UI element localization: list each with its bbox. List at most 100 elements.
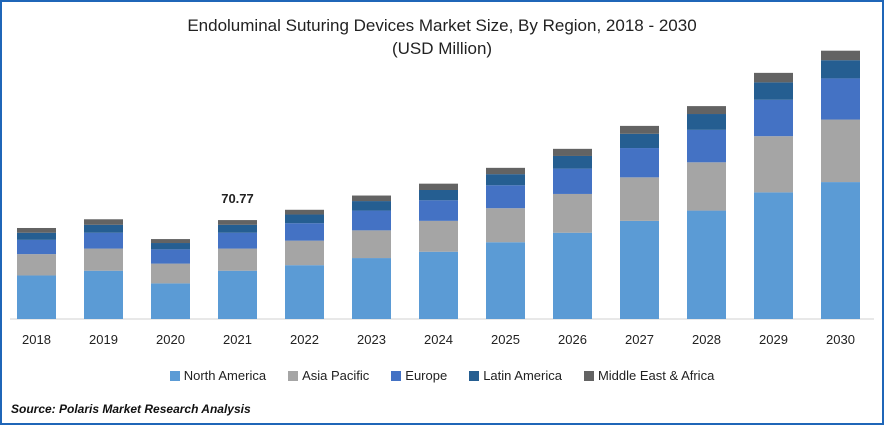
x-tick-label: 2019: [89, 332, 118, 347]
legend-swatch: [288, 370, 299, 381]
x-tick-label: 2030: [826, 332, 855, 347]
bar-2026-latin-america: [553, 155, 592, 169]
legend-label: Europe: [405, 368, 448, 383]
bar-2021-latin-america: [218, 224, 257, 233]
x-tick-label: 2026: [558, 332, 587, 347]
bar-2023-north-america: [352, 258, 391, 319]
x-tick-label: 2021: [223, 332, 252, 347]
bar-2029-latin-america: [754, 82, 793, 100]
bar-2030-europe: [821, 78, 860, 120]
bar-2024-asia-pacific: [419, 220, 458, 252]
bar-2018-north-america: [17, 275, 56, 319]
bar-2030-asia-pacific: [821, 119, 860, 183]
bar-2021-europe: [218, 232, 257, 249]
chart-legend: North America Asia Pacific Europe Latin Ame…: [2, 368, 882, 383]
bar-2023-europe: [352, 210, 391, 231]
bar-2026-asia-pacific: [553, 193, 592, 233]
legend-swatch: [391, 370, 402, 381]
chart-plot: 2018 2019 2020 2021 70.77 2022 2023 2024 2025 202…: [10, 50, 874, 347]
bar-2028-north-america: [687, 210, 726, 319]
bar-2023-latin-america: [352, 201, 391, 211]
x-tick-label: 2028: [692, 332, 721, 347]
legend-label: Latin America: [483, 368, 562, 383]
bar-2019-asia-pacific: [84, 248, 123, 271]
x-tick-label: 2024: [424, 332, 453, 347]
bar-2018-latin-america: [17, 232, 56, 240]
bar-2020-middle-east-africa: [151, 239, 190, 244]
bar-2023-middle-east-africa: [352, 195, 391, 202]
bar-2020-asia-pacific: [151, 263, 190, 284]
legend-item: North America: [169, 368, 267, 383]
x-tick-label: 2022: [290, 332, 319, 347]
bar-2025-latin-america: [486, 174, 525, 186]
bar-2024-europe: [419, 200, 458, 221]
bar-2029-north-america: [754, 192, 793, 319]
bar-2022-europe: [285, 223, 324, 241]
legend-item: Latin America: [469, 368, 562, 383]
bar-2018-europe: [17, 239, 56, 255]
bar-2018-asia-pacific: [17, 254, 56, 276]
data-label-2021: 70.77: [221, 191, 254, 206]
legend-item: Middle East & Africa: [583, 368, 715, 383]
bar-2027-europe: [620, 148, 659, 178]
bar-2027-asia-pacific: [620, 177, 659, 221]
bar-2028-europe: [687, 129, 726, 163]
legend-swatch: [469, 370, 480, 381]
bar-2022-north-america: [285, 265, 324, 319]
bar-2024-latin-america: [419, 189, 458, 201]
bar-2019-europe: [84, 232, 123, 249]
bar-2021-middle-east-africa: [218, 220, 257, 225]
bar-2023-asia-pacific: [352, 230, 391, 259]
x-tick-label: 2018: [22, 332, 51, 347]
bar-2029-middle-east-africa: [754, 72, 793, 83]
bar-2025-europe: [486, 185, 525, 209]
bar-2029-asia-pacific: [754, 136, 793, 193]
x-tick-label: 2020: [156, 332, 185, 347]
bar-2022-latin-america: [285, 214, 324, 224]
bar-2028-middle-east-africa: [687, 106, 726, 115]
legend-label: Middle East & Africa: [597, 368, 715, 383]
source-note: Source: Polaris Market Research Analysis: [11, 402, 251, 416]
bar-2025-middle-east-africa: [486, 167, 525, 175]
legend-swatch: [169, 370, 180, 381]
legend-label: North America: [183, 368, 267, 383]
legend-item: Asia Pacific: [288, 368, 369, 383]
bar-2025-asia-pacific: [486, 208, 525, 243]
x-tick-label: 2029: [759, 332, 788, 347]
bar-2030-middle-east-africa: [821, 50, 860, 61]
bar-2024-middle-east-africa: [419, 183, 458, 190]
bar-2026-middle-east-africa: [553, 148, 592, 156]
bar-2021-asia-pacific: [218, 248, 257, 271]
bar-2022-middle-east-africa: [285, 209, 324, 215]
x-tick-label: 2027: [625, 332, 654, 347]
bar-2029-europe: [754, 99, 793, 137]
bar-2019-latin-america: [84, 224, 123, 233]
bar-2027-middle-east-africa: [620, 125, 659, 134]
bar-2026-europe: [553, 168, 592, 194]
bar-2020-europe: [151, 249, 190, 264]
bar-2018-middle-east-africa: [17, 227, 56, 233]
bar-2030-north-america: [821, 182, 860, 319]
legend-item: Europe: [391, 368, 447, 383]
bar-2019-middle-east-africa: [84, 219, 123, 225]
bar-2022-asia-pacific: [285, 240, 324, 266]
bar-2024-north-america: [419, 251, 458, 319]
legend-swatch: [583, 370, 594, 381]
legend-label: Asia Pacific: [302, 368, 370, 383]
x-tick-label: 2023: [357, 332, 386, 347]
bar-2030-latin-america: [821, 60, 860, 79]
bar-2020-north-america: [151, 283, 190, 319]
bar-2028-latin-america: [687, 114, 726, 130]
bar-2020-latin-america: [151, 243, 190, 250]
chart-title: Endoluminal Suturing Devices Market Size…: [187, 16, 697, 35]
x-tick-label: 2025: [491, 332, 520, 347]
bar-2027-latin-america: [620, 133, 659, 149]
bar-2019-north-america: [84, 270, 123, 319]
bar-2028-asia-pacific: [687, 162, 726, 211]
bar-2025-north-america: [486, 242, 525, 319]
bar-2027-north-america: [620, 220, 659, 319]
bar-2026-north-america: [553, 232, 592, 319]
bar-2021-north-america: [218, 270, 257, 319]
chart-subtitle: (USD Million): [391, 39, 493, 58]
